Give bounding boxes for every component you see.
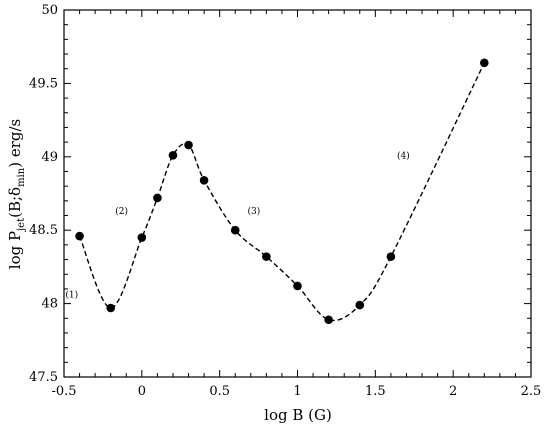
data-point (324, 315, 333, 325)
region-annotation: (4) (397, 150, 410, 161)
x-tick-label: 2 (449, 384, 457, 399)
y-tick-labels: 47.5 48 48.5 49 49.5 50 (29, 3, 58, 385)
data-points (75, 58, 489, 325)
x-axis-label: log B (G) (264, 406, 332, 424)
y-tick-label: 48.5 (29, 223, 58, 238)
y-ticks (64, 9, 531, 378)
data-point (106, 303, 115, 313)
x-tick-label: 1.5 (365, 384, 386, 399)
y-label-suffix: ) erg/s (6, 119, 24, 168)
x-tick-label: 2.5 (521, 384, 542, 399)
y-label-prefix: log P (6, 231, 24, 269)
y-axis-label: log Pjet(B;δmin) erg/s (6, 119, 27, 269)
data-point (199, 175, 209, 185)
y-tick-label: 49 (41, 150, 58, 165)
data-point (153, 193, 162, 203)
y-tick-label: 47.5 (29, 370, 58, 385)
data-point (480, 58, 489, 68)
y-tick-label: 50 (41, 3, 58, 18)
x-ticks (63, 10, 532, 377)
y-label-prefix-sub: jet (16, 218, 27, 232)
data-point (184, 140, 193, 150)
x-tick-label: 1 (293, 384, 301, 399)
data-point (137, 233, 147, 242)
data-point (75, 231, 84, 241)
x-tick-label: -0.5 (51, 384, 76, 399)
series-line (78, 62, 485, 322)
x-tick-label: 0 (138, 384, 146, 399)
data-point (168, 151, 178, 160)
data-point (355, 300, 365, 310)
region-annotation: (2) (115, 206, 128, 217)
data-point (230, 225, 240, 235)
plot-frame (63, 9, 532, 378)
annotations: (1) (2) (3) (4) (65, 150, 409, 300)
region-annotation: (1) (65, 290, 78, 301)
region-annotation: (3) (248, 206, 261, 217)
data-point (293, 281, 302, 291)
x-tick-label: 0.5 (209, 384, 230, 399)
x-tick-labels: -0.5 0 0.5 1 1.5 2 2.5 (51, 384, 541, 399)
data-point (386, 252, 396, 261)
y-tick-label: 48 (41, 297, 58, 312)
data-point (262, 252, 271, 261)
y-label-middle-sub: min (16, 167, 27, 187)
y-tick-label: 49.5 (29, 76, 58, 91)
y-label-middle: (B;δ (6, 187, 24, 218)
